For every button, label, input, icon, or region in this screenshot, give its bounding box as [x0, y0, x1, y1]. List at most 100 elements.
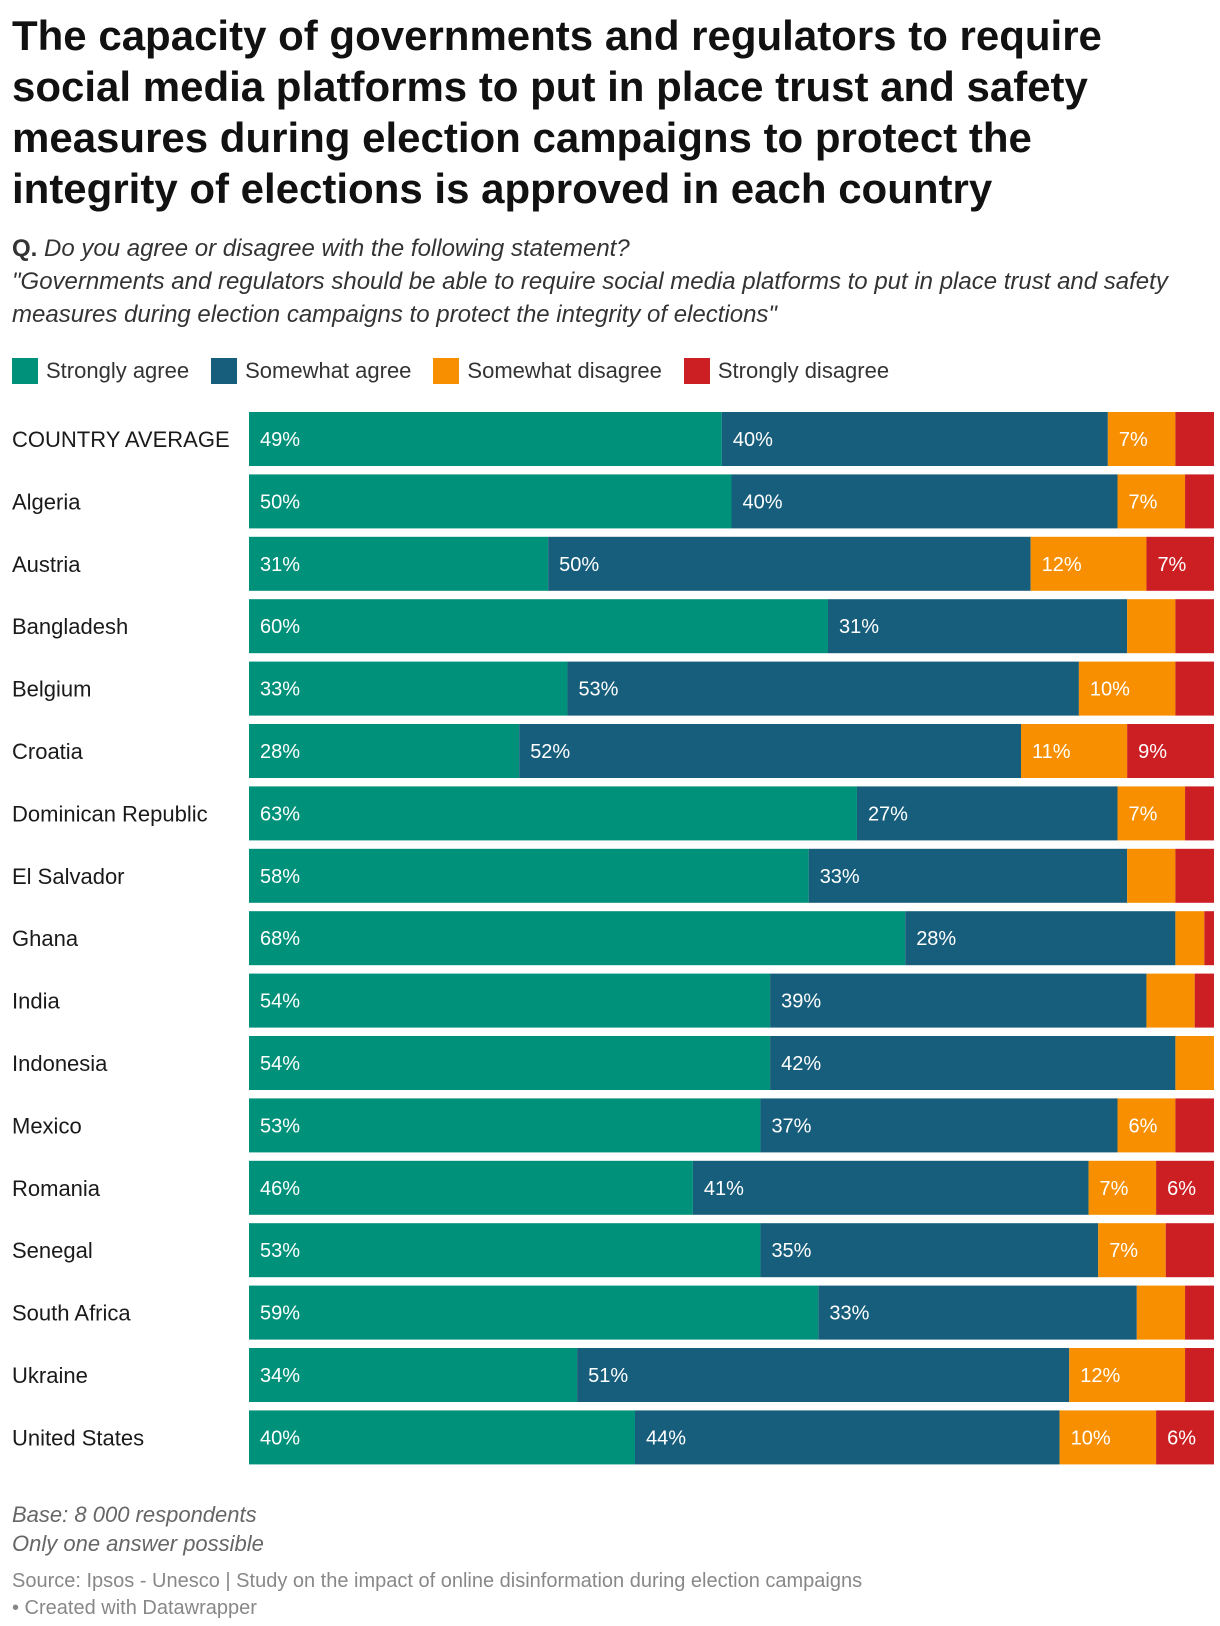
bar-row: Senegal 53% 35% 7%	[12, 1223, 1214, 1278]
bar-segment	[1146, 973, 1195, 1028]
legend-swatch	[12, 358, 38, 384]
bar-segment	[1175, 1098, 1214, 1153]
data-label: 52%	[530, 741, 570, 763]
data-label: 41%	[704, 1178, 744, 1200]
category-label: Bangladesh	[12, 614, 128, 639]
bar-segment	[1175, 1036, 1214, 1090]
data-label: 33%	[829, 1303, 869, 1325]
data-label: 7%	[1109, 1240, 1138, 1262]
bar-row: South Africa 59% 33%	[12, 1285, 1214, 1340]
credit-note: • Created with Datawrapper	[12, 1597, 257, 1619]
category-label: El Salvador	[12, 864, 125, 889]
bar-segment	[1185, 1348, 1214, 1402]
data-label: 35%	[771, 1240, 811, 1262]
legend-label: Somewhat agree	[245, 358, 412, 383]
bar-segment	[856, 786, 1118, 841]
data-label: 6%	[1167, 1427, 1196, 1449]
bar-segment	[1204, 911, 1214, 966]
data-label: 40%	[733, 429, 773, 451]
data-label: 10%	[1090, 679, 1130, 701]
bar-segment	[721, 412, 1108, 466]
data-label: 7%	[1129, 491, 1158, 513]
bar-segment	[1175, 911, 1205, 966]
bar-segment	[249, 1348, 578, 1402]
data-label: 59%	[260, 1303, 300, 1325]
bar-segment	[249, 848, 809, 903]
category-label: India	[12, 989, 60, 1014]
category-label: Ukraine	[12, 1363, 88, 1388]
data-label: 31%	[260, 554, 300, 576]
chart-notes: Base: 8 000 respondents Only one answer …	[12, 1500, 264, 1558]
bar-segment	[249, 911, 906, 966]
category-label: Ghana	[12, 926, 79, 951]
bar-row: Belgium 33% 53% 10%	[12, 661, 1214, 716]
bar-segment	[249, 412, 722, 466]
data-label: 31%	[839, 616, 879, 638]
bar-row: India 54% 39%	[12, 973, 1214, 1028]
bar-segment	[1175, 661, 1214, 716]
bar-segment	[1088, 1160, 1157, 1215]
bar-segment	[567, 661, 1079, 716]
legend-swatch	[211, 358, 238, 384]
bar-segment	[731, 474, 1118, 529]
bar-segment	[1117, 786, 1186, 841]
bar-segment	[249, 1098, 761, 1153]
data-label: 44%	[646, 1427, 686, 1449]
source-note: Source: Ipsos - Unesco | Study on the im…	[12, 1570, 863, 1592]
question-statement: "Governments and regulators should be ab…	[12, 268, 1168, 328]
bar-segment	[249, 1285, 819, 1340]
data-label: 40%	[743, 491, 783, 513]
question-text: Do you agree or disagree with the follow…	[44, 235, 630, 262]
bar-row: El Salvador 58% 33%	[12, 848, 1214, 903]
category-label: Mexico	[12, 1113, 82, 1138]
survey-question: Q. Do you agree or disagree with the fol…	[12, 232, 1212, 331]
bar-segment	[249, 1036, 771, 1090]
bar-row: Mexico 53% 37% 6%	[12, 1098, 1214, 1153]
bar-segment	[692, 1160, 1089, 1215]
bar-segment	[770, 1036, 1176, 1090]
data-label: 28%	[916, 928, 956, 950]
data-label: 68%	[260, 928, 300, 950]
answer-note: Only one answer possible	[12, 1531, 264, 1556]
data-label: 54%	[260, 1053, 300, 1075]
bar-segment	[1117, 1098, 1176, 1153]
data-label: 9%	[1138, 741, 1167, 763]
bar-segment	[519, 724, 1021, 778]
bar-segment	[249, 661, 568, 716]
data-label: 6%	[1167, 1178, 1196, 1200]
data-label: 7%	[1129, 803, 1158, 825]
bar-segment	[1127, 724, 1214, 778]
category-label: Belgium	[12, 677, 91, 702]
bar-segment	[1127, 848, 1176, 903]
bar-row: COUNTRY AVERAGE 49% 40% 7%	[12, 412, 1214, 466]
category-label: Dominican Republic	[12, 801, 208, 826]
bar-segment	[1175, 412, 1214, 466]
legend-label: Strongly agree	[46, 358, 190, 383]
category-label: Austria	[12, 552, 81, 577]
bar-segment	[635, 1410, 1060, 1465]
bar-segment	[1107, 412, 1176, 466]
chart-footer: Source: Ipsos - Unesco | Study on the im…	[12, 1568, 1212, 1622]
bar-segment	[1175, 848, 1214, 903]
data-label: 50%	[559, 554, 599, 576]
bar-segment	[1078, 661, 1176, 716]
bar-row: Romania 46% 41% 7% 6%	[12, 1160, 1214, 1215]
bar-row: United States 40% 44% 10% 6%	[12, 1410, 1214, 1465]
category-label: Romania	[12, 1176, 101, 1201]
bar-segment	[818, 1285, 1137, 1340]
data-label: 7%	[1157, 554, 1186, 576]
data-label: 53%	[260, 1115, 300, 1137]
data-label: 27%	[868, 803, 908, 825]
bar-row: Dominican Republic 63% 27% 7%	[12, 786, 1214, 841]
bar-segment	[1185, 786, 1214, 841]
bar-segment	[249, 786, 857, 841]
bar-segment	[249, 973, 771, 1028]
data-label: 42%	[781, 1053, 821, 1075]
bar-row: Ghana 68% 28%	[12, 911, 1214, 966]
data-label: 11%	[1032, 741, 1071, 763]
bar-segment	[1098, 1223, 1166, 1278]
bar-segment	[249, 474, 732, 529]
data-label: 7%	[1100, 1178, 1129, 1200]
data-label: 50%	[260, 491, 300, 513]
legend-item-strongly-agree: Strongly agree	[12, 358, 189, 384]
